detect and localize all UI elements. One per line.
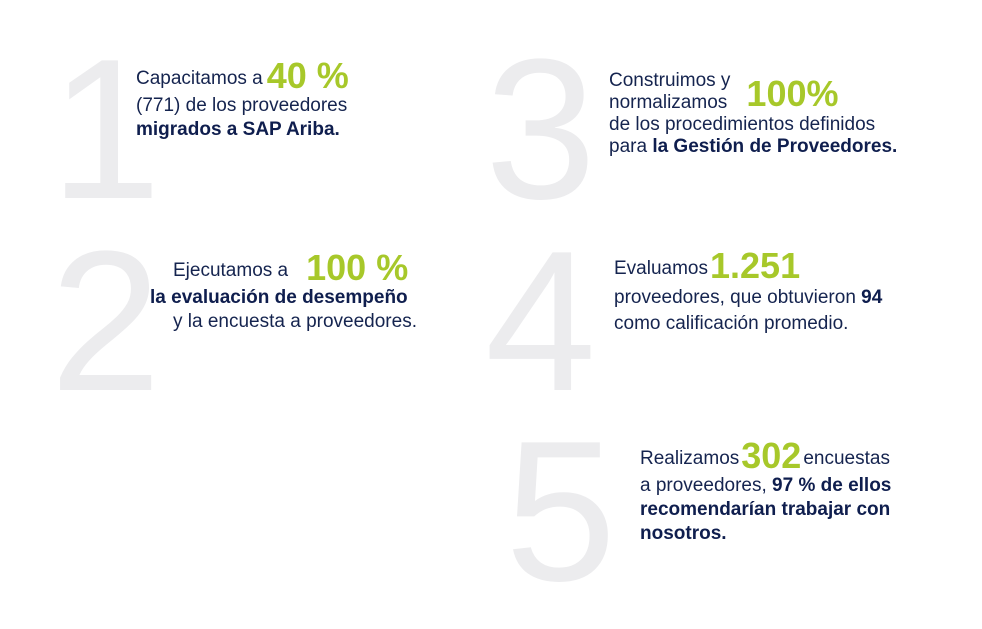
stat-3-line2: normalizamos [609, 92, 728, 113]
stat-2-bold: la evaluación de desempeño [150, 287, 408, 308]
stat-block-2: Ejecutamos a 100 % la evaluación de dese… [150, 247, 417, 334]
stat-1-highlight: 40 % [266, 55, 349, 96]
stat-4-highlight: 1.251 [710, 245, 801, 286]
stat-2-highlight: 100 % [306, 247, 409, 288]
big-number-2: 2 [50, 210, 161, 433]
stat-2-text: Ejecutamos a [173, 260, 289, 281]
stat-block-4: Evaluamos 1.251 proveedores, que obtuvie… [614, 245, 883, 336]
stat-4-line3: como calificación promedio. [614, 313, 849, 334]
stat-3-pre4: para [609, 136, 653, 157]
stat-1-line2: (771) de los proveedores [136, 95, 348, 116]
stat-4-bold: 94 [861, 287, 883, 308]
stat-5-text: Realizamos [640, 448, 740, 469]
stat-block-1: Capacitamos a 40 % (771) de los proveedo… [136, 55, 349, 142]
stat-block-5: Realizamos 302 encuestas a proveedores, … [640, 435, 892, 546]
stat-4-line2: proveedores, que obtuvieron [614, 287, 862, 308]
stat-4-text: Evaluamos [614, 258, 708, 279]
big-number-5: 5 [505, 400, 616, 623]
stat-2-line3: y la encuesta a proveedores. [173, 311, 417, 332]
stat-5-bold1: 97 % de ellos [772, 475, 892, 496]
stat-5-highlight: 302 [741, 435, 802, 476]
stat-block-3: Construimos y normalizamos 100% de los p… [609, 70, 897, 158]
big-number-4: 4 [485, 210, 596, 433]
stat-5-bold3: nosotros. [640, 523, 727, 544]
stat-3-line1: Construimos y [609, 70, 731, 91]
stat-5-line2: a proveedores, [640, 475, 773, 496]
stat-3-line3: de los procedimientos definidos [609, 114, 876, 135]
stat-5-post: encuestas [803, 448, 890, 469]
stat-3-highlight: 100% [746, 73, 839, 114]
stat-1-bold: migrados a SAP Ariba. [136, 119, 340, 140]
big-number-3: 3 [485, 18, 596, 241]
big-number-1: 1 [50, 18, 161, 241]
stat-3-bold: la Gestión de Proveedores. [652, 136, 898, 157]
stat-5-bold2: recomendarían trabajar con [640, 499, 891, 520]
stat-1-text: Capacitamos a [136, 68, 263, 89]
